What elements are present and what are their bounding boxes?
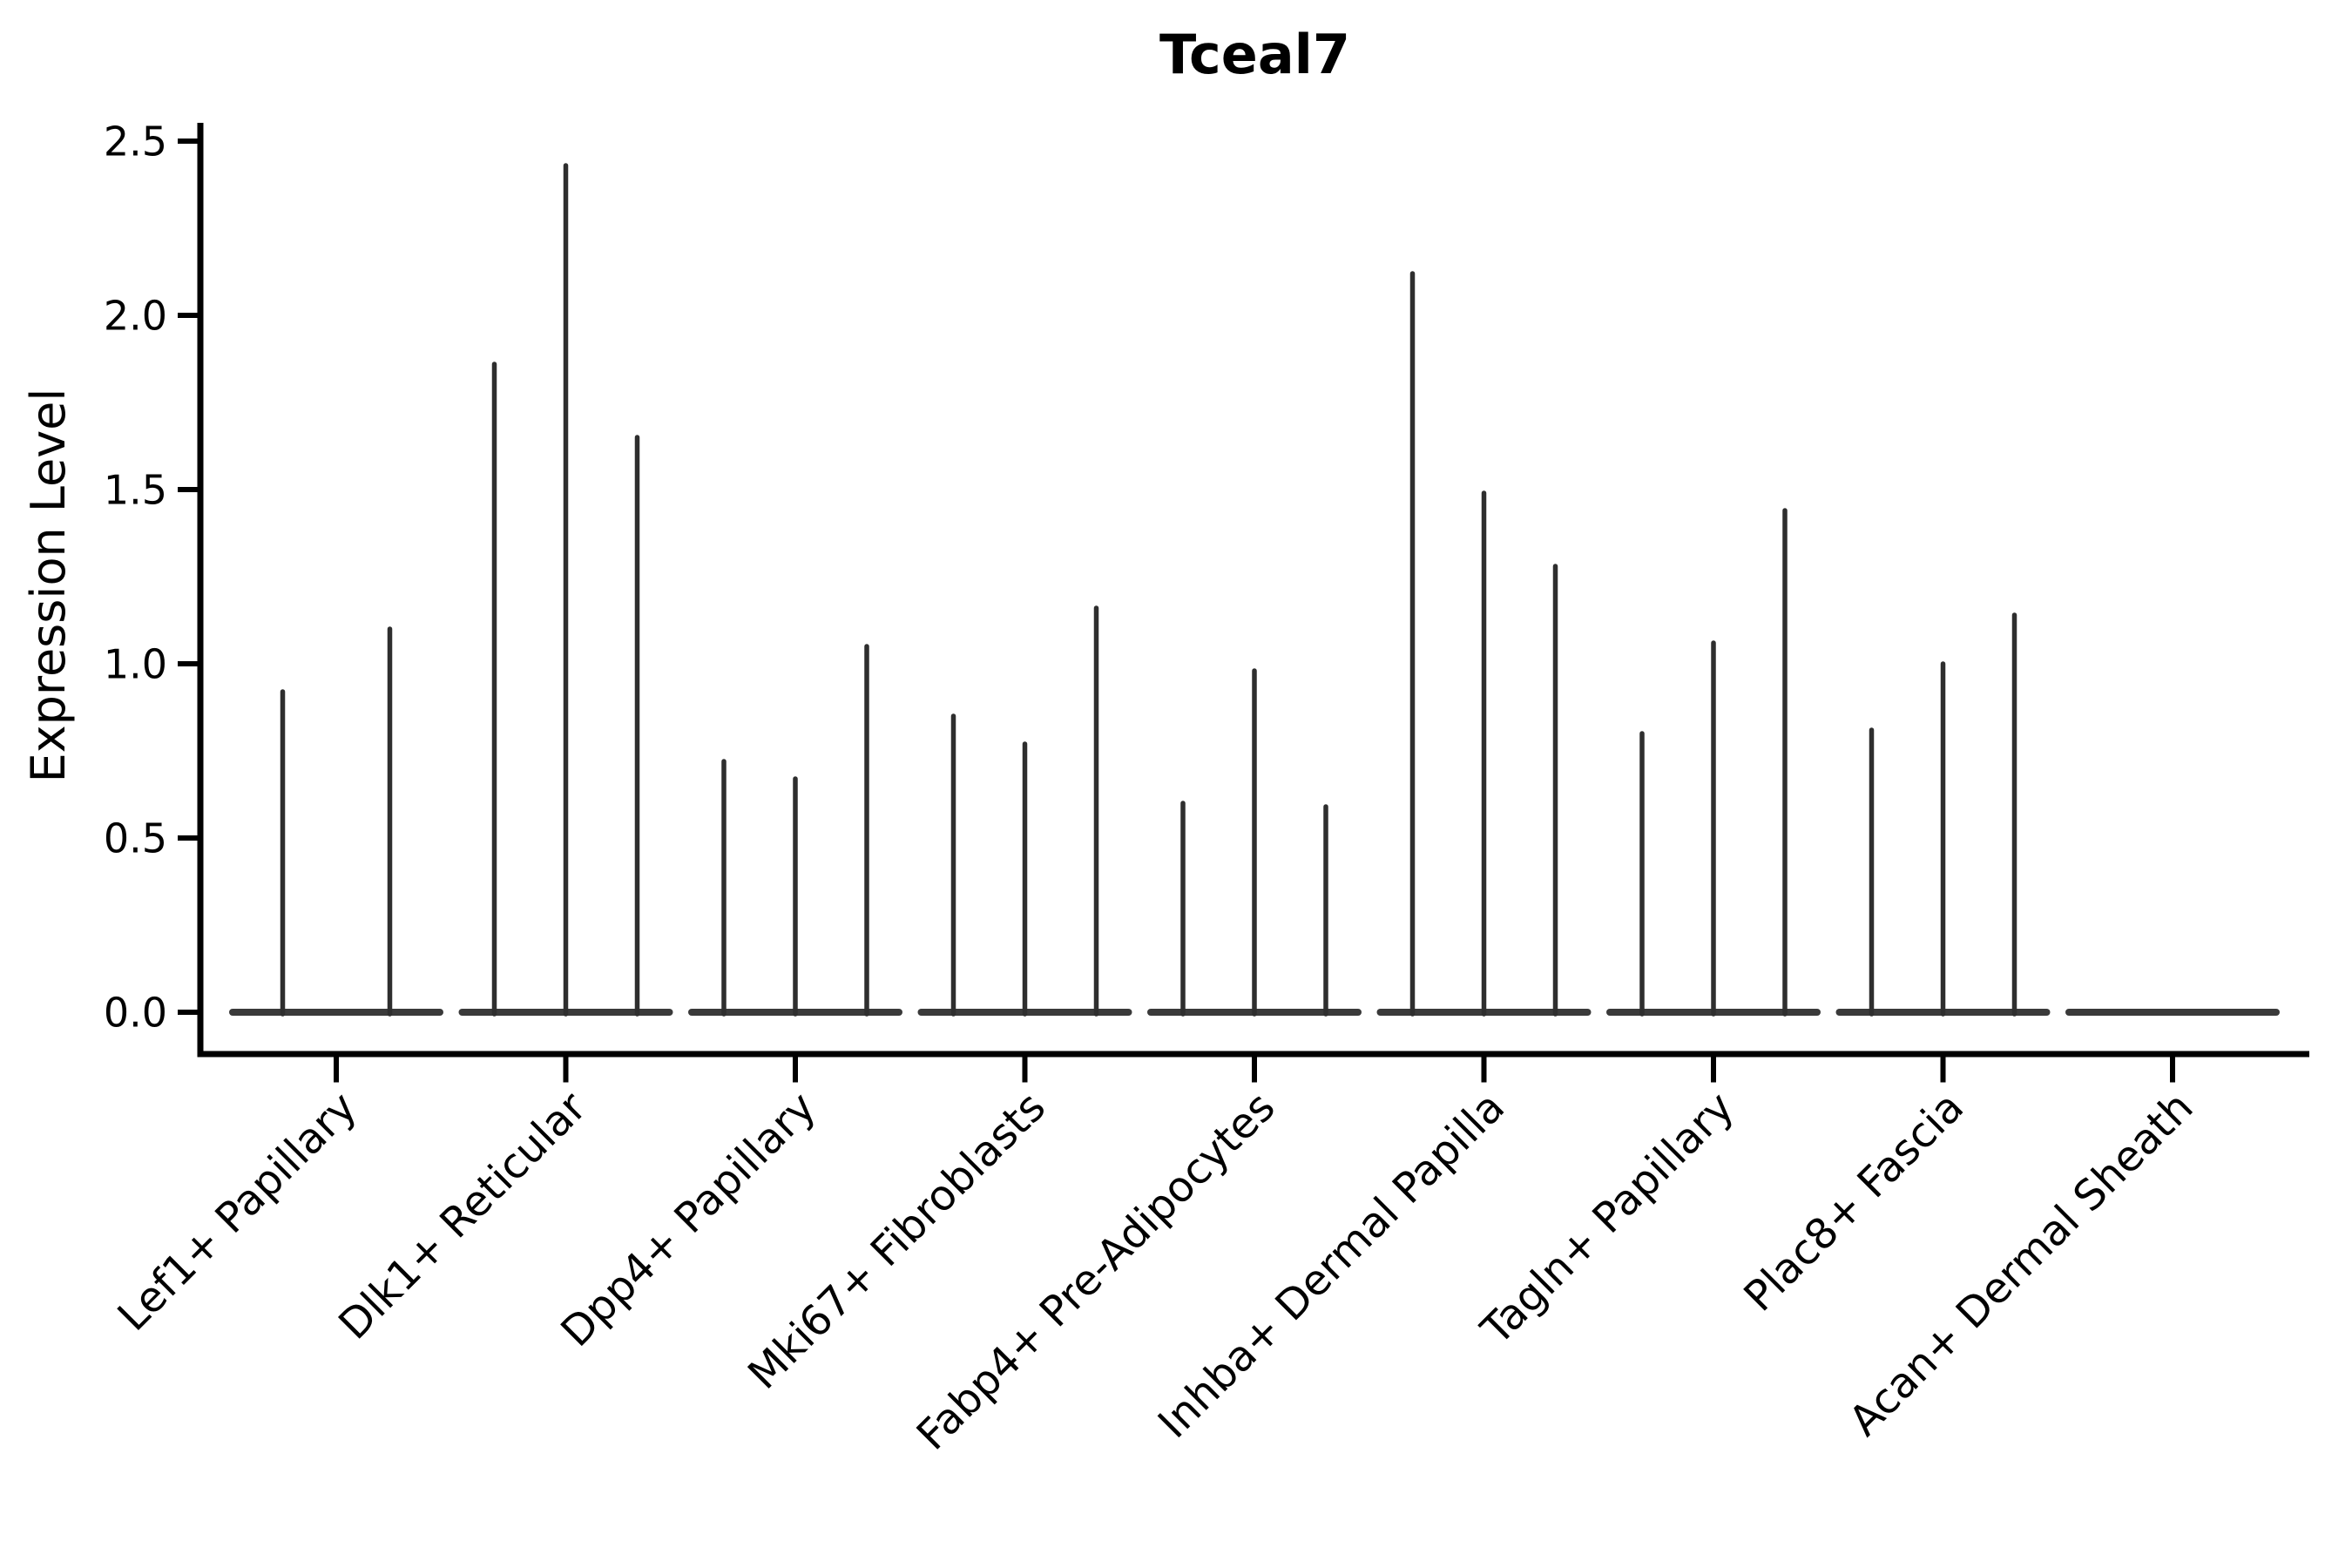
y-tick-label: 2.0 [104, 293, 167, 340]
x-category-label: Dlk1+ Reticular [329, 1083, 596, 1349]
x-category-label: Dpp4+ Papillary [551, 1083, 825, 1356]
y-tick-label: 0.5 [104, 815, 167, 862]
y-tick-label: 1.0 [104, 641, 167, 688]
x-category-label: Tagln+ Papillary [1471, 1083, 1743, 1355]
x-category-label: Plac8+ Fascia [1734, 1083, 1973, 1321]
y-tick-label: 0.0 [104, 990, 167, 1037]
x-category-label: Lef1+ Papillary [109, 1083, 367, 1341]
y-tick-label: 2.5 [104, 118, 167, 166]
y-tick-label: 1.5 [104, 467, 167, 514]
chart-title: Tceal7 [1159, 23, 1351, 86]
